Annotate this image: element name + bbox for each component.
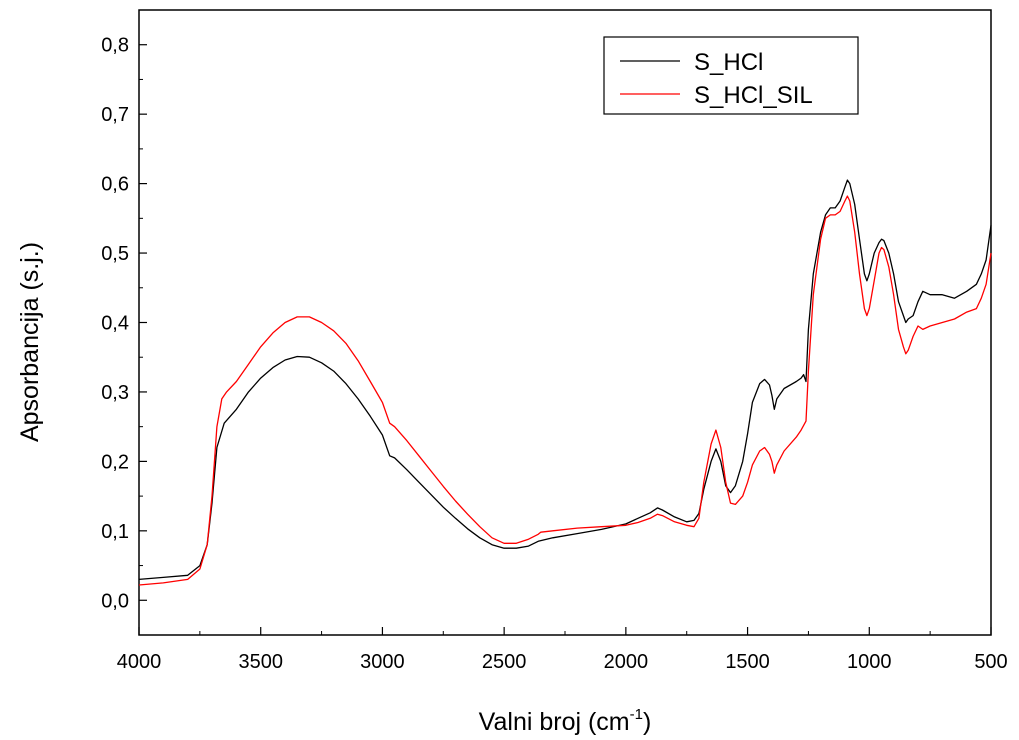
y-tick-label: 0,0 [101, 590, 129, 612]
legend: S_HCl S_HCl_SIL [603, 36, 859, 115]
legend-label-s-hcl-sil: S_HCl_SIL [694, 82, 813, 109]
y-tick-label: 0,2 [101, 451, 129, 473]
plot-frame [138, 9, 992, 636]
y-tick-label: 0,5 [101, 243, 129, 265]
x-axis-title-end: ) [643, 708, 651, 736]
x-axis-title-superscript: -1 [630, 706, 643, 723]
series-line-s-hcl-sil [138, 195, 992, 586]
y-tick-label: 0,8 [101, 35, 129, 57]
x-tick-label: 1000 [847, 651, 892, 673]
y-tick-label: 0,1 [101, 521, 129, 543]
x-axis-title: Valni broj (cm-1) [479, 706, 652, 736]
x-tick-label: 4000 [117, 651, 162, 673]
legend-box [603, 36, 859, 115]
x-tick-label: 3500 [238, 651, 283, 673]
x-tick-label: 1500 [725, 651, 770, 673]
y-tick-label: 0,4 [101, 313, 129, 335]
series-line-s-hcl [138, 179, 992, 581]
x-axis-ticks: 4000 3500 3000 2500 2000 1500 1000 500 [117, 627, 1008, 673]
y-tick-label: 0,3 [101, 382, 129, 404]
y-tick-label: 0,7 [101, 104, 129, 126]
x-tick-label: 2000 [604, 651, 649, 673]
series-lines [138, 179, 992, 586]
x-axis-title-main: Valni broj (cm [479, 708, 630, 736]
x-tick-label: 3000 [360, 651, 405, 673]
x-tick-label: 2500 [482, 651, 527, 673]
x-tick-label: 500 [974, 651, 1007, 673]
legend-label-s-hcl: S_HCl [694, 49, 763, 76]
y-tick-label: 0,6 [101, 174, 129, 196]
y-axis-title: Apsorbancija (s.j.) [16, 242, 44, 442]
y-axis-ticks: 0,0 0,1 0,2 0,3 0,4 0,5 0,6 0,7 0,8 [101, 9, 147, 636]
